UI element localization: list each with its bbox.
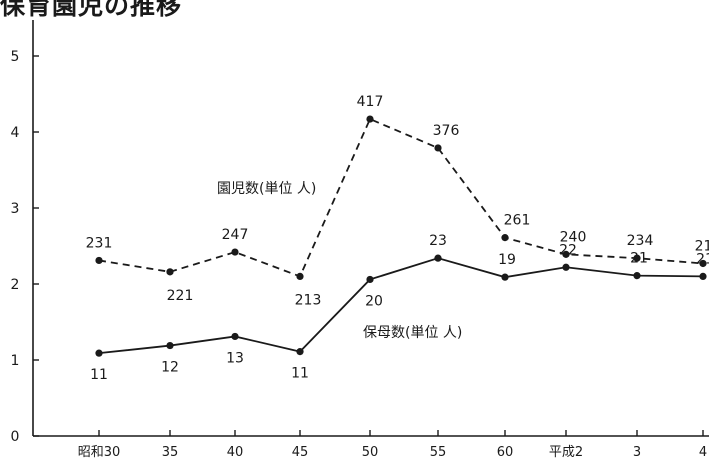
data-label-enji: 417 (357, 94, 384, 110)
series-label-enji: 園児数(単位 人) (217, 181, 316, 197)
y-tick-label: 5 (11, 49, 20, 65)
point-enji (633, 254, 641, 262)
point-hobo (95, 349, 103, 357)
x-tick-label: 60 (497, 445, 514, 460)
point-hobo (166, 341, 174, 350)
x-tick-label: 昭和30 (78, 445, 121, 460)
point-hobo (699, 272, 707, 280)
data-label-enji: 221 (167, 288, 194, 304)
x-tick-label: 55 (430, 445, 447, 460)
point-hobo (296, 348, 304, 356)
point-enji (501, 234, 509, 242)
point-enji (296, 272, 304, 280)
data-label-enji: 213 (295, 292, 322, 308)
point-hobo (562, 263, 570, 271)
data-label-enji: 234 (627, 233, 654, 249)
data-label-hobo: 19 (498, 252, 516, 268)
point-hobo (501, 273, 509, 281)
y-tick-label: 4 (11, 125, 20, 141)
point-enji (95, 256, 103, 265)
data-label-enji: 261 (504, 213, 531, 229)
point-enji (699, 259, 707, 268)
point-hobo (231, 332, 239, 341)
x-tick-label: 3 (633, 445, 641, 460)
series-label-hobo: 保母数(単位 人) (363, 325, 462, 341)
point-hobo (633, 272, 641, 280)
data-label-hobo: 21 (696, 251, 709, 267)
data-label-hobo: 22 (559, 242, 577, 258)
x-tick-label: 4 (699, 445, 707, 460)
y-tick-label: 1 (11, 353, 20, 369)
series-line-enji (98, 117, 704, 278)
data-label-enji: 240 (560, 229, 587, 245)
x-tick-label: 50 (362, 445, 379, 460)
point-enji (434, 144, 442, 152)
x-tick-label: 45 (292, 445, 309, 460)
data-label-hobo: 11 (291, 366, 309, 382)
data-label-enji: 231 (86, 235, 113, 251)
data-label-enji: 376 (433, 123, 460, 139)
x-tick-label: 40 (227, 445, 244, 460)
y-tick-label: 2 (11, 277, 20, 293)
chart-title: 保育園児の推移 (0, 0, 183, 20)
data-label-hobo: 21 (630, 251, 648, 267)
data-label-hobo: 13 (226, 350, 244, 366)
data-label-hobo: 23 (429, 233, 447, 249)
data-label-hobo: 12 (161, 360, 179, 376)
point-enji (366, 115, 374, 123)
y-tick-label: 3 (11, 201, 20, 217)
data-label-hobo: 11 (90, 367, 108, 383)
y-tick-label: 0 (11, 429, 20, 445)
point-enji (562, 250, 570, 258)
point-hobo (366, 275, 374, 284)
data-label-enji: 215 (695, 238, 709, 254)
point-hobo (434, 254, 442, 262)
data-label-enji: 247 (222, 227, 249, 243)
x-tick-label: 35 (162, 445, 179, 460)
point-enji (231, 248, 239, 256)
series-line-hobo (98, 257, 704, 355)
point-enji (166, 268, 174, 276)
x-tick-label: 平成2 (549, 445, 583, 460)
data-label-hobo: 20 (365, 293, 383, 309)
